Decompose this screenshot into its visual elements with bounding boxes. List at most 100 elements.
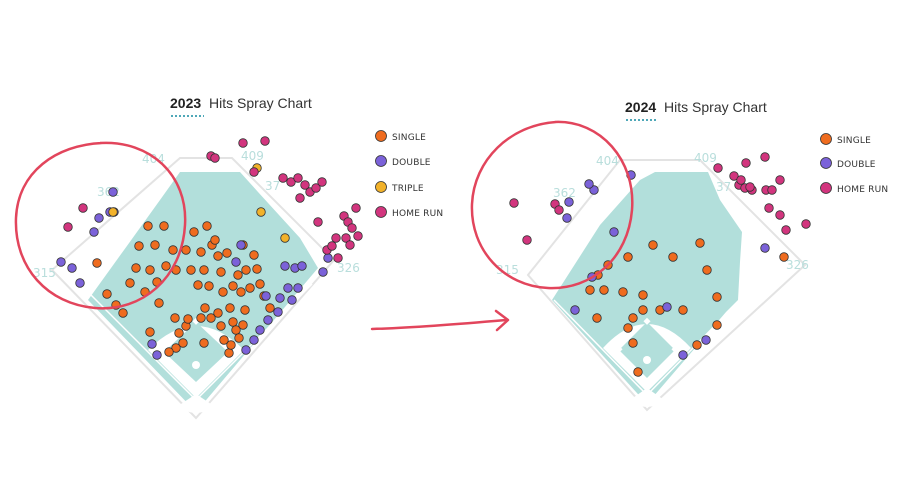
hit-point-single <box>228 317 238 327</box>
highlight-circle-2023 <box>14 141 187 310</box>
infield-grass-2024 <box>619 322 675 378</box>
hit-point-double <box>760 243 770 253</box>
hit-point-single <box>226 340 236 350</box>
hit-point-double <box>241 345 251 355</box>
legend-item-double: DOUBLE <box>820 157 876 170</box>
hit-point-single <box>618 287 628 297</box>
hit-point-home-run <box>311 183 321 193</box>
hit-point-single <box>599 285 609 295</box>
outfield-grass-2023 <box>88 172 318 412</box>
hit-point-single <box>236 287 246 297</box>
pitchers-mound-2024 <box>643 356 651 364</box>
svg-text:2023 Hits Spray Chart: 2023 Hits Spray Chart <box>170 95 312 111</box>
hit-point-single <box>218 287 228 297</box>
hit-point-home-run <box>781 225 791 235</box>
hit-point-double <box>275 293 285 303</box>
hit-point-home-run <box>317 177 327 187</box>
legend-swatch-home-run <box>820 182 832 194</box>
chart-title-2023: 2023 Hits Spray Chart <box>170 95 312 117</box>
hit-point-home-run <box>736 175 746 185</box>
title-year: 2023 <box>170 95 201 111</box>
hit-point-single <box>213 251 223 261</box>
hit-point-single <box>668 252 678 262</box>
foul-line-right-2024 <box>646 301 739 396</box>
hit-point-single <box>196 313 206 323</box>
hit-point-home-run <box>278 173 288 183</box>
hit-point-single <box>255 279 265 289</box>
hit-point-single <box>585 285 595 295</box>
hit-point-single <box>131 263 141 273</box>
hit-point-double <box>297 261 307 271</box>
hit-point-single <box>213 308 223 318</box>
hit-point-single <box>183 314 193 324</box>
hit-point-single <box>145 265 155 275</box>
hit-point-double <box>609 227 619 237</box>
hit-point-single <box>186 265 196 275</box>
hit-point-single <box>178 338 188 348</box>
hit-point-single <box>702 265 712 275</box>
hit-point-single <box>200 303 210 313</box>
foul-line-left-2023 <box>89 293 197 401</box>
hit-points-2024 <box>509 152 811 377</box>
foul-line-left-2024 <box>553 299 648 396</box>
hit-point-double <box>678 350 688 360</box>
home-plate-area-2023 <box>178 394 214 413</box>
fence-label: 362 <box>553 186 576 200</box>
hit-point-single <box>216 321 226 331</box>
legend-label: HOME RUN <box>392 209 443 219</box>
hit-point-home-run <box>764 203 774 213</box>
fence-label: 315 <box>33 266 56 280</box>
hit-point-single <box>174 328 184 338</box>
hit-point-home-run <box>353 231 363 241</box>
hit-point-home-run <box>260 136 270 146</box>
fence-labels-2024: 404 409 362 37 315 326 <box>496 151 809 277</box>
legend-label: TRIPLE <box>391 184 424 194</box>
hit-point-single <box>648 240 658 250</box>
hit-point-home-run <box>522 235 532 245</box>
hit-point-double <box>94 213 104 223</box>
hit-point-home-run <box>775 175 785 185</box>
hit-point-single <box>225 303 235 313</box>
hit-point-single <box>189 227 199 237</box>
legend-label: DOUBLE <box>392 158 431 168</box>
hit-point-single <box>623 252 633 262</box>
legend-item-single: SINGLE <box>375 130 426 143</box>
hit-point-single <box>623 323 633 333</box>
hit-point-double <box>263 315 273 325</box>
hit-point-double <box>323 253 333 263</box>
hit-point-home-run <box>713 163 723 173</box>
hit-point-single <box>102 289 112 299</box>
hit-point-home-run <box>741 158 751 168</box>
hit-point-single <box>695 238 705 248</box>
hit-point-home-run <box>775 210 785 220</box>
hit-points-2023 <box>56 136 363 360</box>
hit-point-home-run <box>767 185 777 195</box>
hit-point-single <box>170 313 180 323</box>
hit-point-single <box>238 320 248 330</box>
hit-point-double <box>152 350 162 360</box>
hit-point-single <box>145 327 155 337</box>
hit-point-single <box>712 320 722 330</box>
hit-point-single <box>265 303 275 313</box>
highlight-circle-2024 <box>470 120 634 290</box>
legend-swatch-home-run <box>375 206 387 218</box>
hit-point-double <box>562 213 572 223</box>
legend-label: HOME RUN <box>837 185 888 195</box>
legend-item-double: DOUBLE <box>375 155 431 168</box>
hit-point-single <box>168 245 178 255</box>
hit-point-single <box>224 348 234 358</box>
chart-title-2024: 2024 Hits Spray Chart <box>625 99 767 121</box>
hit-point-single <box>228 281 238 291</box>
hit-point-single <box>202 221 212 231</box>
fence-label: 404 <box>596 154 619 168</box>
home-plate-area-2024 <box>630 388 664 407</box>
hit-point-home-run <box>347 223 357 233</box>
hit-point-single <box>159 221 169 231</box>
hit-point-home-run <box>238 138 248 148</box>
hit-point-single <box>219 335 229 345</box>
hit-point-home-run <box>286 177 296 187</box>
legend-2024: SINGLE DOUBLE HOME RUN <box>820 133 888 195</box>
fence-label: 326 <box>786 258 809 272</box>
hit-point-single <box>196 247 206 257</box>
hit-point-single <box>204 281 214 291</box>
